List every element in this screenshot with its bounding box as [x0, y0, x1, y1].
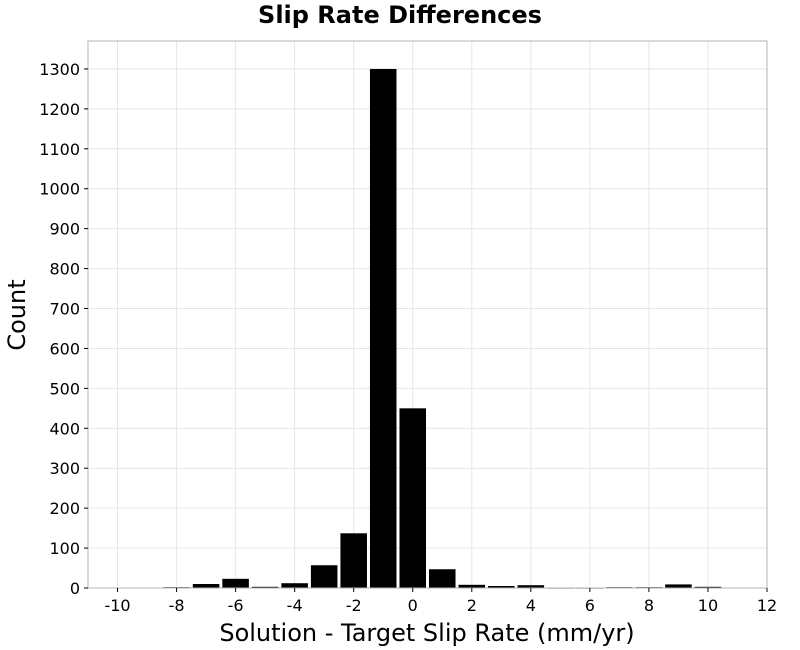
x-tick-label: -2	[346, 596, 362, 615]
histogram-bar	[310, 565, 338, 588]
x-tick-label: -10	[104, 596, 130, 615]
histogram-bar	[429, 569, 456, 588]
x-tick-label: 6	[585, 596, 595, 615]
histogram-bars	[163, 68, 722, 589]
y-tick-label: 1100	[39, 140, 80, 159]
x-tick-label: 10	[698, 596, 718, 615]
y-tick-label: 900	[49, 220, 80, 239]
histogram-bar	[340, 533, 367, 588]
x-tick-label: -8	[169, 596, 185, 615]
histogram-bar	[458, 584, 486, 588]
y-tick-label: 1200	[39, 100, 80, 119]
histogram-bar	[517, 585, 545, 588]
x-tick-label: -6	[228, 596, 244, 615]
histogram-bar	[488, 586, 515, 588]
y-axis-ticks: 0 100 200 300 400 500 600 700 800 900 1000 1100 1200…	[39, 60, 88, 598]
y-tick-label: 400	[49, 419, 80, 438]
y-tick-label: 0	[70, 579, 80, 598]
histogram-bar	[369, 68, 397, 588]
histogram-bar	[251, 586, 279, 588]
chart-title: Slip Rate Differences	[258, 1, 542, 29]
x-axis-ticks: -10 -8 -6 -4 -2 0 2 4 6 8 10 12	[104, 588, 777, 615]
grid-lines	[88, 41, 768, 589]
histogram-bar	[665, 584, 692, 588]
y-tick-label: 1300	[39, 60, 80, 79]
histogram-bar	[222, 578, 249, 588]
y-tick-label: 200	[49, 499, 80, 518]
y-tick-label: 1000	[39, 180, 80, 199]
x-tick-label: 0	[408, 596, 418, 615]
x-tick-label: 12	[757, 596, 777, 615]
x-tick-label: 8	[644, 596, 654, 615]
y-tick-label: 500	[49, 379, 80, 398]
x-axis-label: Solution - Target Slip Rate (mm/yr)	[219, 619, 634, 647]
histogram-bar	[399, 408, 426, 588]
histogram-bar	[694, 586, 722, 588]
y-tick-label: 300	[49, 459, 80, 478]
x-tick-label: 4	[526, 596, 536, 615]
plot-frame	[87, 40, 768, 589]
x-tick-label: 2	[467, 596, 477, 615]
y-tick-label: 600	[49, 339, 80, 358]
y-tick-label: 800	[49, 260, 80, 279]
x-tick-label: -4	[287, 596, 303, 615]
histogram-bar	[192, 584, 220, 588]
y-axis-label: Count	[3, 279, 31, 350]
histogram-bar	[281, 583, 308, 588]
y-tick-label: 700	[49, 300, 80, 319]
y-tick-label: 100	[49, 539, 80, 558]
